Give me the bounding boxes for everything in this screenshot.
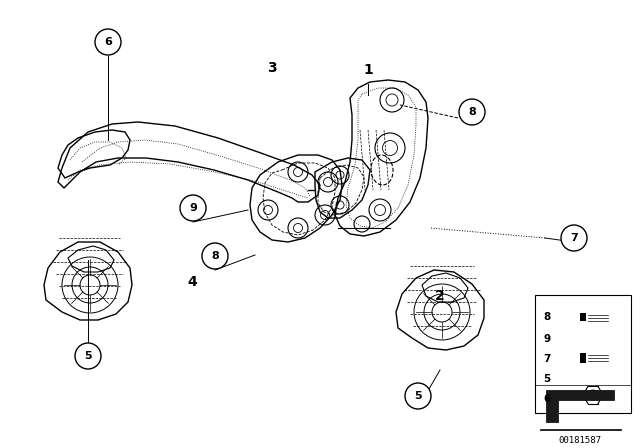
Text: 3: 3	[267, 61, 277, 75]
Circle shape	[180, 195, 206, 221]
Text: 8: 8	[211, 251, 219, 261]
Polygon shape	[546, 390, 614, 422]
Text: 5: 5	[414, 391, 422, 401]
Text: 9: 9	[543, 334, 550, 344]
Circle shape	[202, 243, 228, 269]
Circle shape	[95, 29, 121, 55]
Circle shape	[405, 383, 431, 409]
Circle shape	[75, 343, 101, 369]
Text: 6: 6	[543, 394, 550, 404]
Text: 9: 9	[189, 203, 197, 213]
Text: 5: 5	[543, 374, 550, 384]
Text: 4: 4	[187, 275, 197, 289]
Text: 8: 8	[543, 312, 550, 322]
Text: 7: 7	[543, 354, 550, 364]
Bar	[580, 313, 586, 321]
Bar	[580, 353, 586, 363]
Text: 2: 2	[435, 289, 445, 303]
Text: 1: 1	[363, 63, 373, 77]
Text: 7: 7	[570, 233, 578, 243]
Circle shape	[561, 225, 587, 251]
Text: 8: 8	[468, 107, 476, 117]
Text: 00181587: 00181587	[559, 435, 602, 444]
Circle shape	[459, 99, 485, 125]
Text: 6: 6	[104, 37, 112, 47]
Text: 5: 5	[84, 351, 92, 361]
Bar	[535, 295, 631, 413]
